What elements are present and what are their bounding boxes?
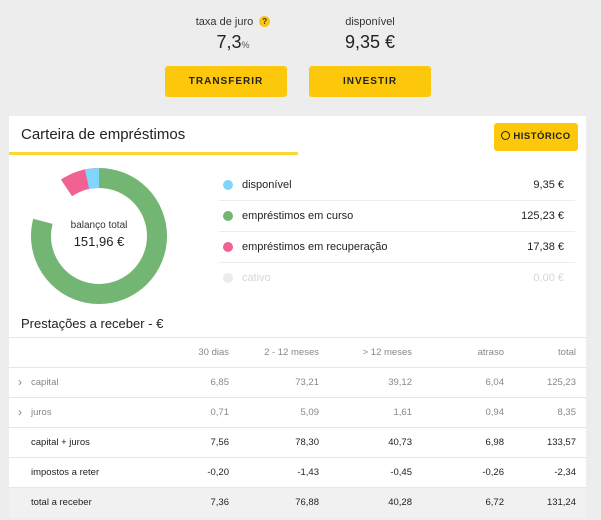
table-row: impostos a reter -0,20 -1,43 -0,45 -0,26… [9, 457, 586, 488]
row-label: capital + juros [9, 427, 159, 458]
legend-dot [223, 211, 233, 221]
transfer-button[interactable]: TRANSFERIR [165, 66, 287, 97]
available-value: 9,35 € [344, 32, 396, 52]
table-cell: 0,94 [422, 397, 514, 428]
row-label: capital [31, 377, 59, 388]
column-header: 30 dias [198, 347, 229, 358]
interest-rate-unit: % [241, 40, 250, 50]
table-cell: 0,71 [159, 397, 239, 428]
invest-button[interactable]: INVESTIR [309, 66, 431, 97]
legend-amount: 17,38 € [527, 241, 564, 253]
row-label: impostos a reter [9, 457, 159, 488]
interest-rate-stat: taxa de juro? 7,3% [188, 16, 278, 53]
history-label: HISTÓRICO [513, 131, 571, 142]
legend-amount: 125,23 € [521, 210, 564, 222]
portfolio-title: Carteira de empréstimos [21, 126, 186, 143]
table-cell: 6,72 [422, 487, 514, 518]
legend-amount: 9,35 € [533, 179, 564, 191]
row-label: juros [31, 407, 52, 418]
table-row[interactable]: › capital 6,85 73,21 39,12 6,04 125,23 [9, 367, 586, 398]
table-cell: -2,34 [514, 457, 586, 488]
table-total-row: total a receber 7,36 76,88 40,28 6,72 13… [9, 487, 586, 518]
table-cell: 5,09 [239, 397, 329, 428]
donut-center: balanço total 151,96 € [29, 166, 169, 306]
table-header-row: 30 dias 2 - 12 meses > 12 meses atraso t… [9, 337, 586, 368]
legend-item: disponível 9,35 € [219, 170, 575, 201]
chevron-right-icon[interactable]: › [18, 405, 22, 419]
table-cell: 1,61 [329, 397, 422, 428]
table-row[interactable]: › juros 0,71 5,09 1,61 0,94 8,35 [9, 397, 586, 428]
column-header [9, 338, 159, 368]
column-header: atraso [477, 347, 504, 358]
table-row: capital + juros 7,56 78,30 40,73 6,98 13… [9, 427, 586, 458]
legend-amount: 0,00 € [533, 272, 564, 284]
table-cell: 40,73 [329, 427, 422, 458]
interest-rate-value: 7,3 [216, 32, 242, 52]
table-cell: 76,88 [239, 487, 329, 518]
available-stat: disponível 9,35 € [320, 16, 420, 53]
legend-label: empréstimos em recuperação [242, 241, 388, 253]
legend-item: cativo 0,00 € [219, 263, 575, 294]
table-cell: 39,12 [329, 367, 422, 398]
donut-slice-empréstimos-em-curso [31, 168, 167, 304]
legend-label: empréstimos em curso [242, 210, 354, 222]
table-cell: 6,98 [422, 427, 514, 458]
available-label: disponível [345, 16, 395, 28]
table-cell: 133,57 [514, 427, 586, 458]
help-icon[interactable]: ? [259, 16, 271, 27]
title-underline [9, 152, 298, 155]
table-cell: 125,23 [514, 367, 586, 398]
portfolio-card: Carteira de empréstimos HISTÓRICO balanç… [9, 116, 586, 518]
table-cell: 7,36 [159, 487, 239, 518]
table-cell: 6,04 [422, 367, 514, 398]
table-cell: 131,24 [514, 487, 586, 518]
column-header: 2 - 12 meses [264, 347, 319, 358]
table-cell: 78,30 [239, 427, 329, 458]
legend-dot [223, 242, 233, 252]
table-cell: -0,20 [159, 457, 239, 488]
chevron-right-icon[interactable]: › [18, 375, 22, 389]
legend-dot [223, 273, 233, 283]
installments-table: 30 dias 2 - 12 meses > 12 meses atraso t… [9, 337, 586, 518]
legend-label: disponível [242, 179, 292, 191]
legend-dot [223, 180, 233, 190]
table-cell: -0,45 [329, 457, 422, 488]
table-cell: 8,35 [514, 397, 586, 428]
table-cell: 73,21 [239, 367, 329, 398]
table-cell: 40,28 [329, 487, 422, 518]
donut-label: balanço total [70, 220, 128, 231]
column-header: > 12 meses [362, 347, 412, 358]
interest-rate-label: taxa de juro [195, 16, 254, 28]
table-cell: 7,56 [159, 427, 239, 458]
legend-label: cativo [242, 272, 271, 284]
table-cell: -0,26 [422, 457, 514, 488]
column-header: total [558, 347, 576, 358]
legend-item: empréstimos em recuperação 17,38 € [219, 232, 575, 263]
donut-value: 151,96 € [73, 234, 125, 249]
clock-icon [501, 131, 511, 140]
legend-item: empréstimos em curso 125,23 € [219, 201, 575, 232]
row-label: total a receber [9, 487, 159, 518]
table-cell: 6,85 [159, 367, 239, 398]
table-cell: -1,43 [239, 457, 329, 488]
balance-donut-chart [31, 168, 167, 304]
installments-title: Prestações a receber - € [21, 316, 164, 331]
history-button[interactable]: HISTÓRICO [494, 123, 578, 151]
